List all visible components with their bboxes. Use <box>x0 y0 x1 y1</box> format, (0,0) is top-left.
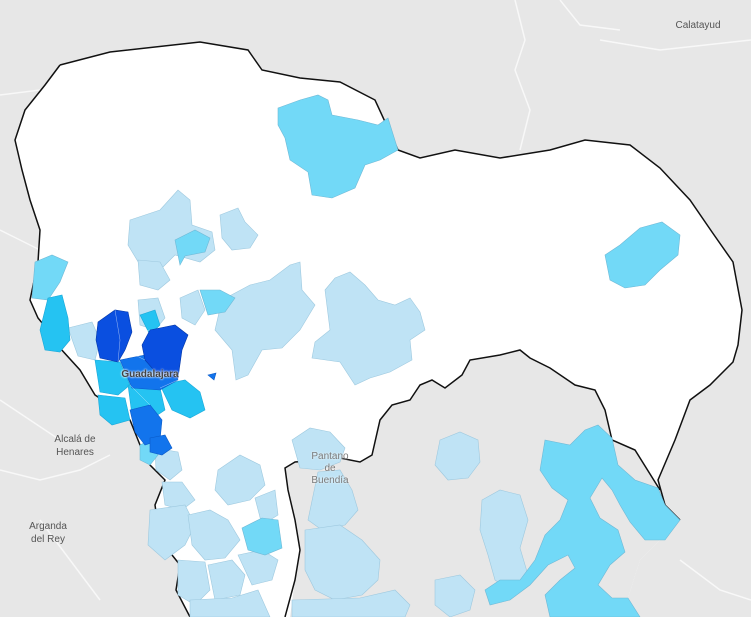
area-l1-e[interactable] <box>311 271 426 386</box>
area-l2-d[interactable] <box>174 229 211 266</box>
area-l1-m[interactable] <box>214 454 266 506</box>
area-l1-n[interactable] <box>254 489 279 526</box>
area-l1-j[interactable] <box>161 481 196 511</box>
area-l2-g[interactable] <box>484 424 681 617</box>
area-l1-p[interactable] <box>207 559 246 601</box>
area-l1-l[interactable] <box>187 509 241 561</box>
area-l1-k[interactable] <box>147 504 196 561</box>
area-l1-s[interactable] <box>291 427 346 471</box>
level-5-areas <box>95 309 189 379</box>
area-l2-b[interactable] <box>604 221 681 289</box>
label-pantano-2: de <box>324 463 336 474</box>
area-l1-t[interactable] <box>307 469 359 531</box>
basemap-roads <box>0 0 751 601</box>
label-calatayud: Calatayud <box>675 20 721 31</box>
area-l1-d[interactable] <box>214 261 316 381</box>
area-l1-o[interactable] <box>177 559 211 606</box>
area-l1-u[interactable] <box>304 524 381 601</box>
area-l1-v[interactable] <box>291 589 411 617</box>
area-l1-r[interactable] <box>189 589 271 617</box>
area-l2-a[interactable] <box>277 94 399 199</box>
area-l1-w[interactable] <box>434 431 481 481</box>
area-l1-h[interactable] <box>67 321 101 361</box>
area-l1-i[interactable] <box>154 447 183 481</box>
area-l3-d[interactable] <box>97 394 131 426</box>
level-2-areas <box>31 94 681 617</box>
area-l1-y[interactable] <box>434 574 476 617</box>
level-3-areas <box>39 294 206 426</box>
area-l2-e[interactable] <box>199 289 236 316</box>
area-l5-b[interactable] <box>141 324 189 379</box>
area-l2-c[interactable] <box>31 254 69 301</box>
municipal-lines <box>114 309 179 406</box>
area-l1-f[interactable] <box>179 289 206 326</box>
area-l2-f[interactable] <box>241 517 283 556</box>
area-l4-c[interactable] <box>149 434 173 456</box>
label-pantano-1: Pantano <box>311 451 349 462</box>
area-l4-d[interactable] <box>207 372 217 381</box>
label-arganda-1: Arganda <box>29 521 67 532</box>
label-pantano-3: Buendía <box>311 475 349 486</box>
area-l1-c[interactable] <box>137 259 171 291</box>
label-alcala-2: Henares <box>56 447 94 458</box>
level-1-areas <box>67 189 529 617</box>
label-alcala-1: Alcalá de <box>54 434 96 445</box>
label-guadalajara: Guadalajara <box>121 369 179 380</box>
area-l3-a[interactable] <box>39 294 71 353</box>
area-l1-b[interactable] <box>219 207 259 251</box>
area-l3-c[interactable] <box>159 379 206 419</box>
label-arganda-2: del Rey <box>31 534 65 545</box>
